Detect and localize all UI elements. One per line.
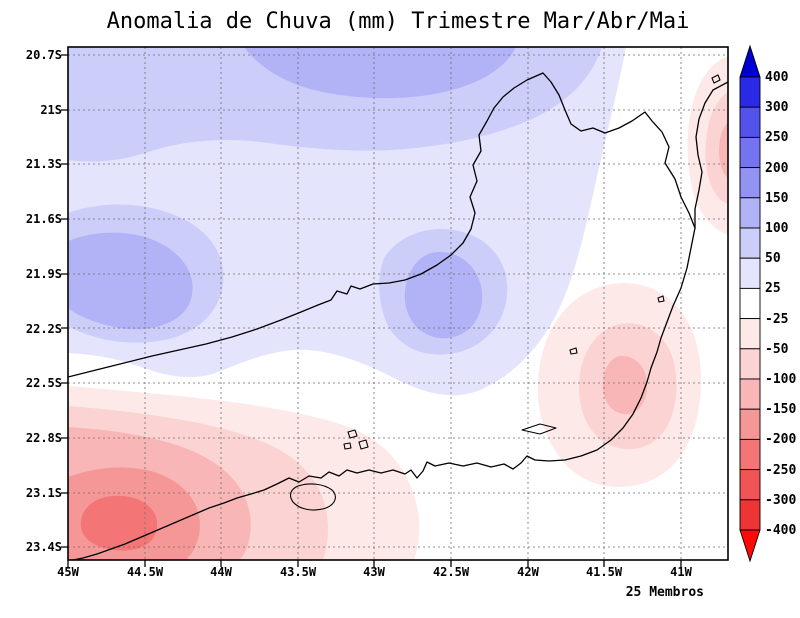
colorbar-label: -200 (765, 432, 796, 447)
colorbar-segment (739, 287, 761, 320)
x-tick-label: 44W (210, 565, 232, 579)
colorbar-segment (739, 318, 761, 350)
colorbar-arrow-bottom (739, 529, 761, 563)
colorbar-label: -25 (765, 312, 788, 327)
map-outlines (68, 72, 728, 560)
colorbar-label: 200 (765, 161, 789, 176)
colorbar-segment (739, 106, 761, 138)
x-tick-label: 42W (517, 565, 539, 579)
x-axis-ticks (67, 560, 682, 567)
y-tick-label: 21.9S (26, 267, 62, 281)
x-tick-label: 43W (363, 565, 385, 579)
y-tick-label: 22.5S (26, 376, 62, 390)
colorbar-label: -150 (765, 402, 796, 417)
colorbar-segment (739, 167, 761, 199)
chart-title: Anomalia de Chuva (mm) Trimestre Mar/Abr… (107, 9, 690, 34)
y-tick-label: 22.8S (26, 431, 62, 445)
positive-core-100-150-top (244, 47, 516, 99)
islands-outline (289, 74, 721, 511)
y-tick-label: 23.1S (26, 486, 62, 500)
graticule-vertical-lines (144, 47, 682, 560)
negative-core-200-250-southwest (80, 495, 158, 551)
colorbar-segment (739, 499, 761, 531)
colorbar-label: -100 (765, 372, 796, 387)
colorbar-label: -300 (765, 493, 796, 508)
colorbar-segment (739, 76, 761, 108)
x-tick-label: 42.5W (433, 565, 470, 579)
graticule-horizontal-lines (68, 54, 728, 548)
y-tick-label: 22.2S (26, 322, 62, 336)
y-tick-label: 21.3S (26, 157, 62, 171)
y-tick-label: 21S (40, 103, 62, 117)
negative-fill-50-100-northeast (705, 92, 728, 204)
y-tick-label: 21.6S (26, 212, 62, 226)
x-tick-label: 41W (670, 565, 692, 579)
y-axis-labels: 20.7S 21S 21.3S 21.6S 21.9S 22.2S 22.5S … (26, 48, 62, 554)
negative-core-100-150-east (602, 355, 648, 415)
y-tick-label: 20.7S (26, 48, 62, 62)
colorbar-segment (739, 136, 761, 169)
colorbar-label: -400 (765, 523, 796, 538)
colorbar-segment (739, 227, 761, 259)
graticule (68, 47, 728, 560)
colorbar-segment (739, 257, 761, 289)
x-tick-label: 41.5W (586, 565, 623, 579)
positive-core-100-150-central (404, 251, 483, 339)
y-axis-ticks (61, 54, 68, 548)
colorbar-label: 400 (765, 70, 789, 85)
plot-frame-group (61, 46, 729, 567)
x-tick-label: 45W (57, 565, 79, 579)
colorbar-label: 150 (765, 191, 789, 206)
colorbar-label: 100 (765, 221, 789, 236)
colorbar-segment (739, 469, 761, 501)
negative-core-100-150-northeast (719, 122, 728, 178)
colorbar-label: 300 (765, 100, 789, 115)
colorbar-label: -250 (765, 463, 796, 478)
x-tick-label: 43.5W (280, 565, 317, 579)
colorbar-label: 25 (765, 281, 781, 296)
x-axis-labels: 45W 44.5W 44W 43.5W 43W 42.5W 42W 41.5W … (57, 565, 692, 579)
colorbar-label: 50 (765, 251, 781, 266)
colorbar-segment (739, 348, 761, 380)
colorbar: 400 300 250 200 150 100 50 25 -25 -50 -1… (739, 44, 796, 563)
x-tick-label: 44.5W (127, 565, 164, 579)
colorbar-segment (739, 197, 761, 229)
positive-core-100-150-west (68, 232, 193, 330)
plot-frame (67, 46, 729, 561)
colorbar-arrow-top (739, 44, 761, 78)
contour-fills (68, 47, 728, 560)
colorbar-label: -50 (765, 342, 789, 357)
ensemble-members-label: 25 Membros (626, 585, 704, 600)
y-tick-label: 23.4S (26, 540, 62, 554)
colorbar-label: 250 (765, 130, 789, 145)
state-border-line (68, 72, 696, 378)
colorbar-segment (739, 378, 761, 410)
colorbar-segment (739, 438, 761, 471)
colorbar-segment (739, 408, 761, 440)
coastline (72, 81, 728, 560)
